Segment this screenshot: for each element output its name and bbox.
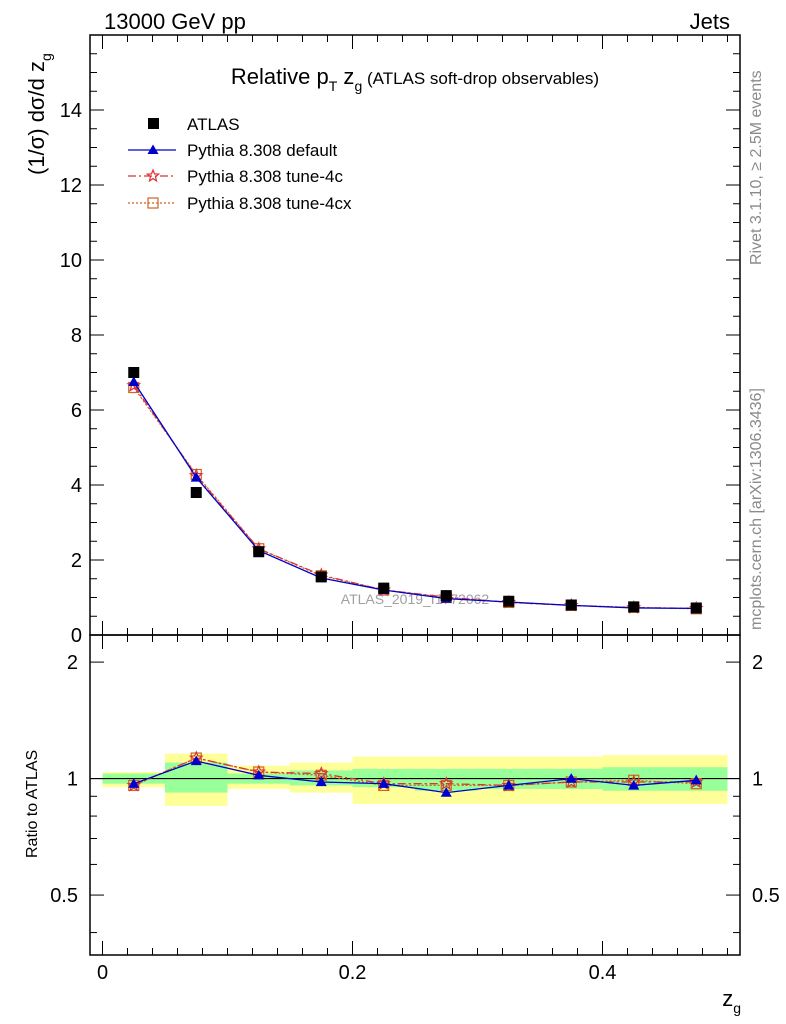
ratio-default-point — [565, 773, 577, 783]
ratio-tune4c-point — [563, 774, 579, 789]
main-default-point — [190, 472, 202, 482]
main-y-axis-label: (1/σ) dσ/d zg — [24, 53, 54, 175]
legend-atlas-label: ATLAS — [187, 115, 240, 134]
ratio-marks — [126, 750, 704, 797]
ratio-y-tick-label: 2 — [67, 652, 78, 674]
main-atlas-point — [690, 602, 702, 614]
ratio-ticks: 0 0.2 0.4 0.5 0.5 1 1 2 2 — [50, 635, 780, 984]
ratio-x-tick-label: 0.2 — [339, 962, 367, 984]
ratio-default-point — [503, 779, 515, 790]
ratio-bands — [90, 753, 740, 806]
ratio-default-point — [253, 769, 265, 780]
ratio-default-line — [133, 760, 697, 794]
ratio-tune4c-point — [126, 777, 142, 792]
main-y-tick-label: 10 — [60, 250, 82, 272]
ratio-y-axis-label: Ratio to ATLAS — [24, 750, 41, 858]
main-atlas-point — [378, 582, 390, 594]
main-default-point — [128, 376, 140, 386]
legend-atlas-marker — [148, 118, 159, 129]
ratio-default-point — [315, 776, 327, 787]
main-y-tick-label: 12 — [60, 175, 82, 197]
main-y-tick-label: 4 — [71, 475, 82, 497]
main-y-tick-label: 8 — [71, 325, 82, 347]
legend-default-marker — [147, 144, 159, 154]
main-title: Relative pT zg (ATLAS soft-drop observab… — [231, 64, 599, 94]
ratio-default-point — [628, 779, 640, 790]
ratio-frame — [89, 634, 741, 956]
ratio-default-point — [690, 774, 702, 785]
ratio-y-tick-label: 0.5 — [50, 885, 78, 907]
main-atlas-point — [440, 590, 452, 602]
main-default-line — [133, 381, 697, 610]
legend-tune4c-marker — [145, 168, 161, 183]
main-y-tick-label: 14 — [60, 100, 82, 122]
legend-default-label: Pythia 8.308 default — [187, 141, 338, 160]
main-atlas-point — [253, 546, 265, 558]
rivet-version-label: Rivet 3.1.10, ≥ 2.5M events — [748, 70, 765, 265]
main-tune4c-line — [133, 385, 697, 610]
main-y-tick-label: 0 — [71, 625, 82, 647]
main-atlas-point — [315, 571, 327, 583]
ratio-tune4c-point — [313, 765, 329, 780]
ratio-panel: 0 0.2 0.4 0.5 0.5 1 1 2 2 Ratio to ATLAS zg — [24, 634, 780, 1016]
ratio-y-tick-label: 1 — [67, 769, 78, 791]
ratio-default-point — [378, 778, 390, 788]
main-atlas-point — [190, 487, 202, 498]
legend-tune4cx-label: Pythia 8.308 tune-4cx — [187, 194, 352, 213]
ratio-default-point — [190, 755, 202, 766]
main-atlas-point — [503, 595, 515, 607]
ratio-tune4c-point — [438, 776, 454, 790]
main-atlas-point — [628, 601, 640, 613]
main-marks — [126, 367, 704, 615]
ratio-default-point — [440, 787, 452, 797]
ratio-y-tick-label-right: 1 — [752, 769, 763, 791]
main-atlas-point — [128, 367, 140, 378]
legend-tune4cx-marker — [147, 197, 159, 209]
ratio-x-axis-label: zg — [722, 986, 741, 1016]
main-y-tick-label: 2 — [71, 550, 82, 572]
header-jets-label: Jets — [690, 9, 730, 34]
main-ticks: 0 2 4 6 8 10 12 14 — [60, 34, 740, 647]
main-atlas-point — [565, 599, 577, 611]
ratio-default-point — [128, 778, 140, 788]
ratio-x-tick-label: 0 — [97, 962, 108, 984]
legend: ATLAS Pythia 8.308 default Pythia 8.308 … — [128, 115, 352, 213]
ratio-y-tick-label-right: 0.5 — [752, 885, 780, 907]
legend-tune4c-label: Pythia 8.308 tune-4c — [187, 167, 343, 186]
main-tune4cx-line — [133, 387, 697, 610]
main-y-tick-label: 6 — [71, 400, 82, 422]
ratio-x-tick-label: 0.4 — [589, 962, 617, 984]
header-energy-label: 13000 GeV pp — [104, 9, 246, 34]
mcplots-label: mcplots.cern.ch [arXiv:1306.3436] — [748, 388, 765, 630]
ratio-y-tick-label-right: 2 — [752, 652, 763, 674]
main-tune4c-point — [126, 377, 142, 392]
